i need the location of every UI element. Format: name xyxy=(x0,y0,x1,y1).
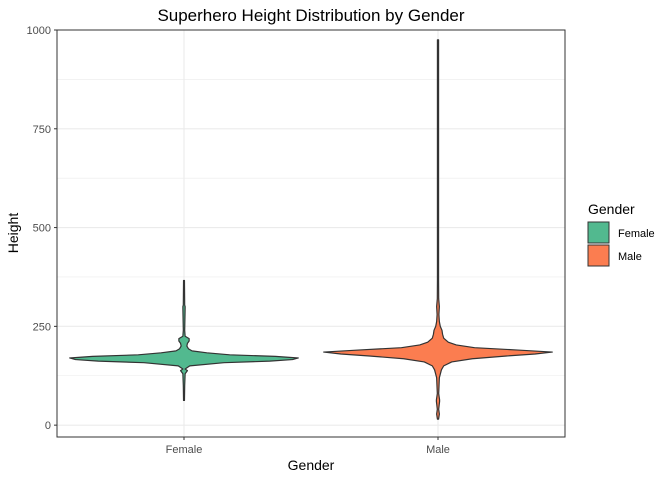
violin-female xyxy=(69,279,299,402)
legend: Gender Female Male xyxy=(587,201,655,267)
plot-panel-border xyxy=(56,29,566,438)
legend-key-female xyxy=(587,221,610,244)
legend-label-male: Male xyxy=(618,251,642,263)
y-tick-label: 1000 xyxy=(27,25,51,37)
x-axis-title: Gender xyxy=(288,457,335,473)
violin-male xyxy=(323,39,553,420)
x-axis: Female Male xyxy=(166,437,450,456)
violins xyxy=(69,39,553,420)
legend-label-female: Female xyxy=(618,228,655,240)
y-tick-label: 250 xyxy=(33,321,51,333)
y-tick-label: 0 xyxy=(45,420,51,432)
x-tick-label: Female xyxy=(166,444,203,456)
legend-entries: Female Male xyxy=(587,221,655,267)
y-axis: 0 250 500 750 1000 xyxy=(27,25,57,432)
x-tick-label: Male xyxy=(426,444,450,456)
plot-panel-background xyxy=(57,30,565,437)
y-axis-title: Height xyxy=(5,213,21,254)
y-tick-label: 750 xyxy=(33,124,51,136)
y-tick-label: 500 xyxy=(33,223,51,235)
legend-title: Gender xyxy=(588,201,635,217)
legend-key-male xyxy=(587,244,610,267)
chart-title: Superhero Height Distribution by Gender xyxy=(157,6,464,25)
